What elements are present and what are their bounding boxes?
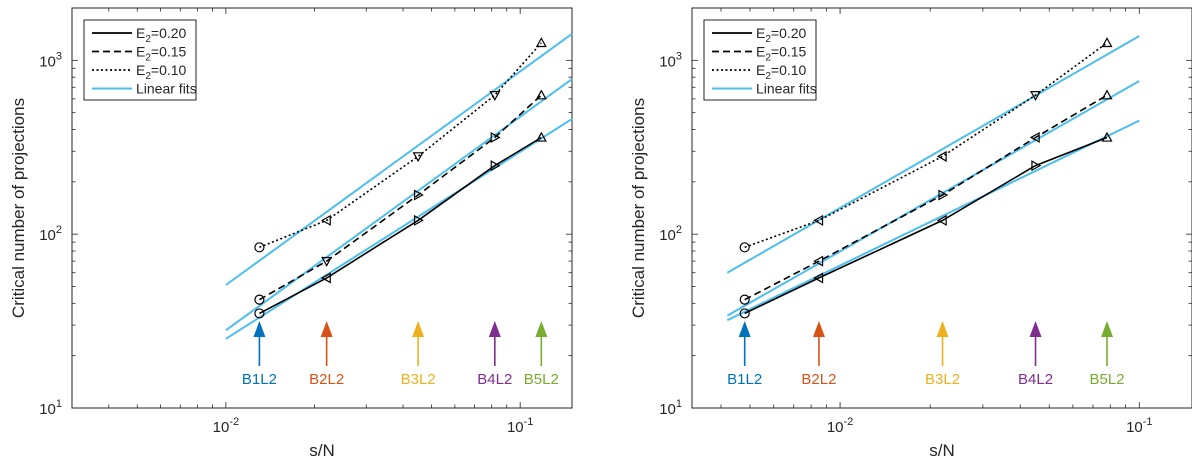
linear-fit-line [225, 118, 573, 340]
data-point [739, 308, 750, 319]
linear-fit-line [726, 35, 1140, 274]
linear-fit-line [225, 78, 573, 332]
legend-label: E2=0.15 [756, 44, 807, 64]
legend-label: E2=0.20 [136, 25, 187, 45]
legend-label: E2=0.10 [756, 62, 807, 82]
data-point [254, 294, 265, 305]
data-point [321, 256, 333, 267]
y-axis-label: Critical number of projections [629, 98, 648, 318]
data-point [1030, 91, 1042, 101]
annotation-arrowhead [1101, 321, 1114, 337]
annotation-arrowhead [412, 321, 425, 337]
annotation-label: B1L2 [727, 371, 762, 388]
data-point [254, 242, 265, 253]
series-line [744, 136, 1108, 315]
annotation-label: B5L2 [1089, 371, 1124, 388]
data-point [1101, 89, 1113, 100]
data-point [489, 91, 501, 101]
y-tick-label: 102 [39, 224, 62, 244]
annotation-label: B2L2 [309, 371, 344, 388]
data-point [320, 214, 331, 226]
linear-fit-line [726, 80, 1140, 317]
plot-frame [71, 7, 573, 409]
annotation-arrowhead [535, 321, 548, 337]
plot-frame [691, 7, 1192, 409]
chart-2: 10-2 10-1 101 102 103 s/N Critical number of p… [629, 7, 1192, 460]
annotation-label: B3L2 [401, 371, 436, 388]
minor-ticks [71, 7, 572, 409]
data-point [413, 189, 424, 201]
x-tick-label: 10-2 [213, 416, 239, 436]
linear-fit-line [726, 119, 1140, 322]
series-line [259, 94, 542, 301]
annotation-arrowhead [320, 321, 333, 337]
annotation-label: B4L2 [477, 371, 512, 388]
annotation-label: B5L2 [524, 371, 559, 388]
data-point [490, 160, 501, 172]
x-tick-label: 10-2 [827, 416, 853, 436]
data-point [413, 214, 424, 226]
data-point [1101, 37, 1113, 48]
data-point [1029, 131, 1040, 143]
data-point [813, 214, 824, 226]
data-point [535, 89, 547, 100]
legend-label: Linear fits [136, 81, 197, 97]
data-point [1031, 160, 1042, 172]
data-point [490, 131, 501, 143]
annotation-arrowhead [738, 321, 751, 337]
series-line [744, 94, 1108, 301]
data-point [739, 294, 750, 305]
data-point [813, 255, 824, 267]
data-point [412, 152, 424, 163]
annotation-arrowhead [253, 321, 266, 337]
x-axis-label: s/N [929, 441, 955, 460]
data-point [813, 272, 824, 284]
y-tick-label: 103 [659, 50, 682, 70]
annotation-label: B4L2 [1018, 371, 1053, 388]
data-point [535, 37, 547, 48]
data-point [254, 308, 265, 319]
data-point [938, 189, 949, 201]
y-tick-label: 102 [659, 224, 682, 244]
annotation-label: B2L2 [801, 371, 836, 388]
x-axis-label: s/N [309, 441, 335, 460]
annotation-arrowhead [488, 321, 501, 337]
annotation-arrowhead [812, 321, 825, 337]
x-tick-label: 10-1 [507, 416, 533, 436]
minor-ticks [692, 7, 1192, 409]
data-point [535, 131, 547, 142]
annotation-label: B1L2 [242, 371, 277, 388]
legend-label: E2=0.20 [756, 25, 807, 45]
series-line [259, 42, 542, 249]
y-tick-label: 101 [659, 398, 682, 418]
linear-fit-line [225, 33, 573, 286]
legend-label: E2=0.15 [136, 44, 187, 64]
legend-label: Linear fits [756, 81, 817, 97]
annotation-label: B3L2 [925, 371, 960, 388]
data-point [320, 272, 331, 284]
chart-1: 10-2 10-1 101 102 103 s/N Critical number of p… [9, 7, 573, 460]
legend-label: E2=0.10 [136, 62, 187, 82]
y-axis-label: Critical number of projections [9, 98, 28, 318]
x-tick-label: 10-1 [1126, 416, 1152, 436]
data-point [936, 214, 947, 226]
data-point [739, 242, 750, 253]
y-tick-label: 101 [39, 398, 62, 418]
y-tick-label: 103 [39, 50, 62, 70]
annotation-arrowhead [1029, 321, 1042, 337]
series-line [259, 136, 542, 315]
annotation-arrowhead [936, 321, 949, 337]
data-point [1101, 131, 1113, 142]
data-point [936, 150, 947, 162]
